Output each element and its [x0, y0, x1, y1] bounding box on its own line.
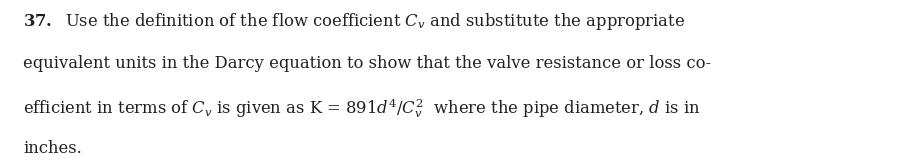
Text: $\mathbf{37.}$  Use the definition of the flow coefficient $C_v$ and substitute : $\mathbf{37.}$ Use the definition of the… [23, 11, 684, 32]
Text: equivalent units in the Darcy equation to show that the valve resistance or loss: equivalent units in the Darcy equation t… [23, 55, 711, 72]
Text: inches.: inches. [23, 140, 81, 157]
Text: efficient in terms of $C_v$ is given as K = 891$d^4$/$C_v^2$  where the pipe dia: efficient in terms of $C_v$ is given as … [23, 96, 701, 120]
